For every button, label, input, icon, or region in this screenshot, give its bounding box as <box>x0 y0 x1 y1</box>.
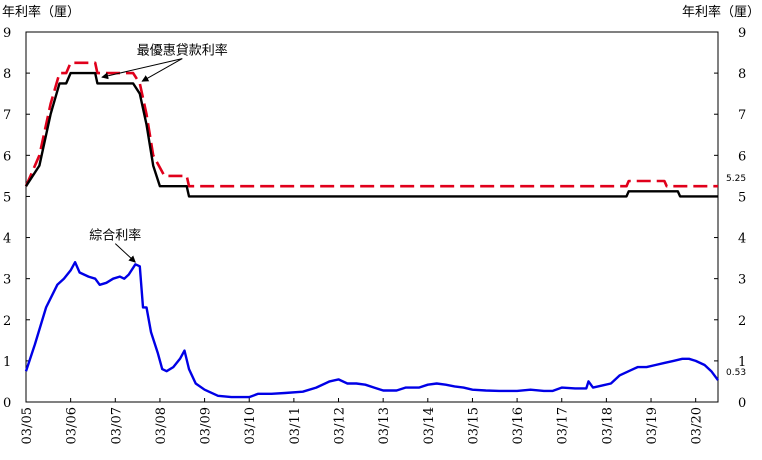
y-tick-label-left: 9 <box>3 26 11 41</box>
y-tick-label-right: 9 <box>738 26 746 41</box>
y-axis-title-right: 年利率（厘） <box>682 4 760 20</box>
x-tick-label: 03/17 <box>556 407 571 444</box>
x-tick-label: 03/14 <box>422 407 437 444</box>
x-tick-label: 03/06 <box>65 407 80 444</box>
annotation-label-composite: 綜合利率 <box>89 228 141 244</box>
y-axis: 0 0 1 1 2 2 3 3 4 4 5 5 6 6 7 7 8 8 9 9 <box>3 26 746 411</box>
x-tick-label: 03/18 <box>600 407 615 444</box>
end-values-layer: 5.25 0.53 <box>726 174 746 378</box>
x-tick-label: 03/16 <box>511 407 526 444</box>
y-tick-label-left: 0 <box>3 396 11 411</box>
y-tick-label-right: 6 <box>738 149 746 164</box>
x-axis: 03/05 03/06 03/07 03/08 03/09 03/10 03/11 03/12… <box>20 398 705 444</box>
plot-frame <box>25 31 719 403</box>
y-tick-label-right: 7 <box>738 108 746 123</box>
y-tick-label-right: 1 <box>738 355 746 370</box>
annotation-arrow-composite <box>114 243 136 263</box>
x-tick-label: 03/19 <box>645 407 660 444</box>
x-tick-label: 03/20 <box>690 407 705 444</box>
y-tick-label-left: 8 <box>3 67 11 82</box>
x-tick-label: 03/08 <box>154 407 169 444</box>
x-tick-label: 03/12 <box>333 407 348 444</box>
y-tick-label-right: 0 <box>738 396 746 411</box>
y-tick-label-left: 5 <box>3 190 11 205</box>
series-line-prime_high <box>24 61 718 188</box>
y-tick-label-left: 4 <box>3 232 11 247</box>
y-tick-label-right: 5 <box>738 190 746 205</box>
series-line-composite <box>24 261 719 399</box>
x-tick-label: 03/05 <box>20 407 35 444</box>
series-layer <box>24 61 719 399</box>
y-tick-label-left: 6 <box>3 149 11 164</box>
y-tick-label-left: 2 <box>3 314 11 329</box>
end-value-prime_high_end: 5.25 <box>726 174 746 184</box>
x-tick-label: 03/15 <box>466 407 481 444</box>
y-tick-label-right: 3 <box>738 273 746 288</box>
annotation-arrow-prime <box>141 58 183 82</box>
y-tick-label-left: 7 <box>3 108 11 123</box>
x-tick-label: 03/07 <box>109 407 124 444</box>
y-tick-label-right: 4 <box>738 232 746 247</box>
end-value-composite_end: 0.53 <box>726 368 746 378</box>
x-tick-label: 03/10 <box>243 407 258 444</box>
x-tick-label: 03/13 <box>377 407 392 444</box>
y-tick-label-right: 2 <box>738 314 746 329</box>
x-tick-label: 03/09 <box>199 407 214 444</box>
y-axis-title-left: 年利率（厘） <box>2 4 80 20</box>
series-line-prime_low <box>24 71 718 198</box>
x-tick-label: 03/11 <box>288 407 303 444</box>
annotation-label-prime: 最優惠貸款利率 <box>137 43 228 59</box>
annotation-arrow-prime <box>101 58 183 80</box>
y-tick-label-left: 3 <box>3 273 11 288</box>
y-tick-label-left: 1 <box>3 355 11 370</box>
y-tick-label-right: 8 <box>738 67 746 82</box>
